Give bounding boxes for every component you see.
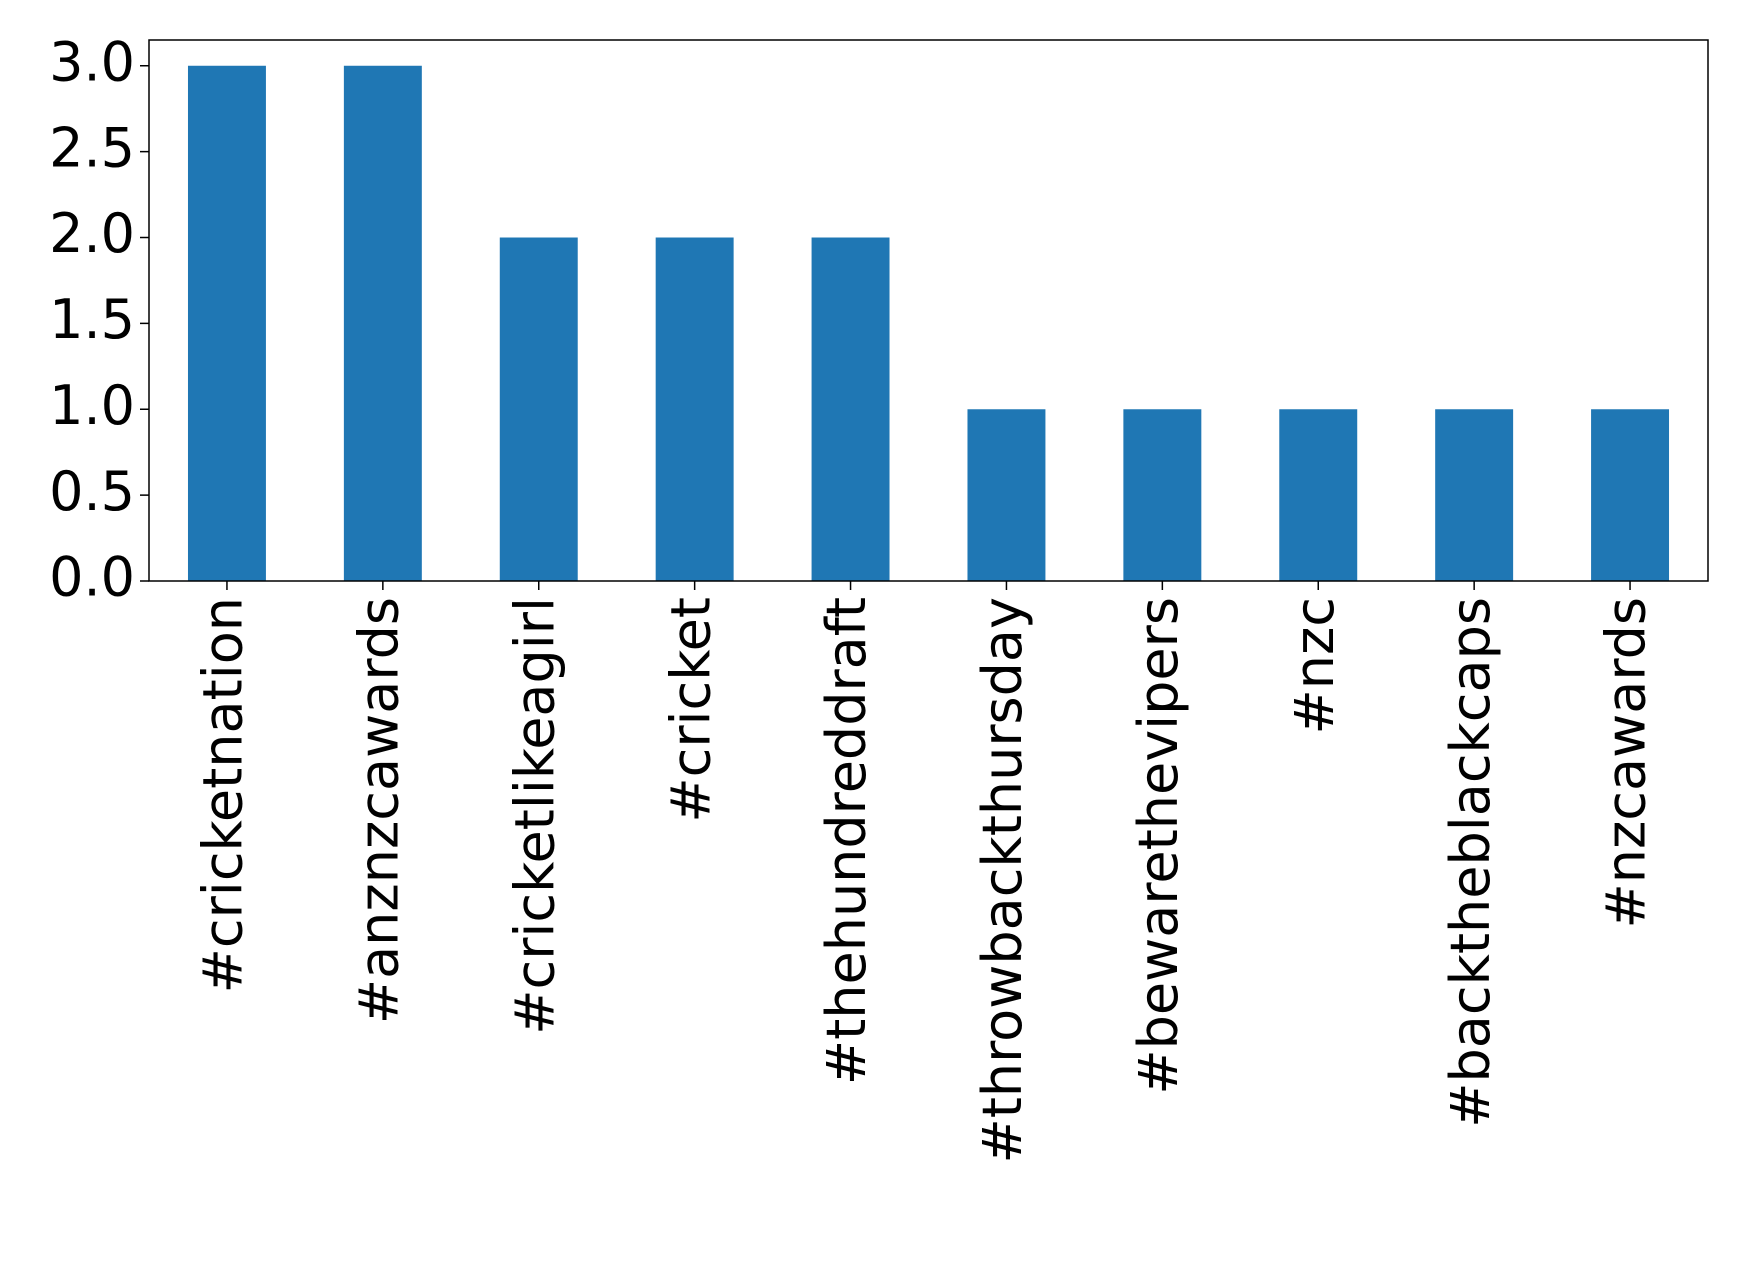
bar — [1279, 409, 1358, 581]
x-tick-label: #nzc — [1283, 597, 1346, 735]
x-tick-label: #thehundreddraft — [815, 597, 878, 1085]
bar — [499, 237, 578, 581]
bar — [1123, 409, 1202, 581]
x-tick-label: #throwbackthursday — [971, 597, 1034, 1163]
bar — [187, 65, 266, 581]
y-tick-label: 0.0 — [49, 546, 135, 609]
y-tick-label: 0.5 — [49, 460, 135, 523]
x-tick-label: #backtheblackcaps — [1439, 597, 1502, 1128]
bar — [655, 237, 734, 581]
x-tick-label: #cricket — [659, 597, 722, 823]
x-tick-label: #cricketlikeagirl — [503, 597, 566, 1035]
x-tick-label: #anznzcawards — [347, 597, 410, 1024]
y-tick-label: 3.0 — [49, 30, 135, 93]
bar — [967, 409, 1046, 581]
bar — [343, 65, 422, 581]
x-tick-label: #cricketnation — [192, 597, 255, 993]
x-tick-label: #bewarethevipers — [1127, 597, 1190, 1095]
y-tick-label: 1.0 — [49, 374, 135, 437]
y-tick-label: 2.5 — [49, 116, 135, 179]
bar — [1435, 409, 1514, 581]
x-tick-label: #nzcawards — [1595, 597, 1658, 929]
bar — [1591, 409, 1670, 581]
plot-frame — [148, 39, 1709, 582]
bar — [811, 237, 890, 581]
y-tick-label: 1.5 — [49, 288, 135, 351]
y-tick-label: 2.0 — [49, 202, 135, 265]
